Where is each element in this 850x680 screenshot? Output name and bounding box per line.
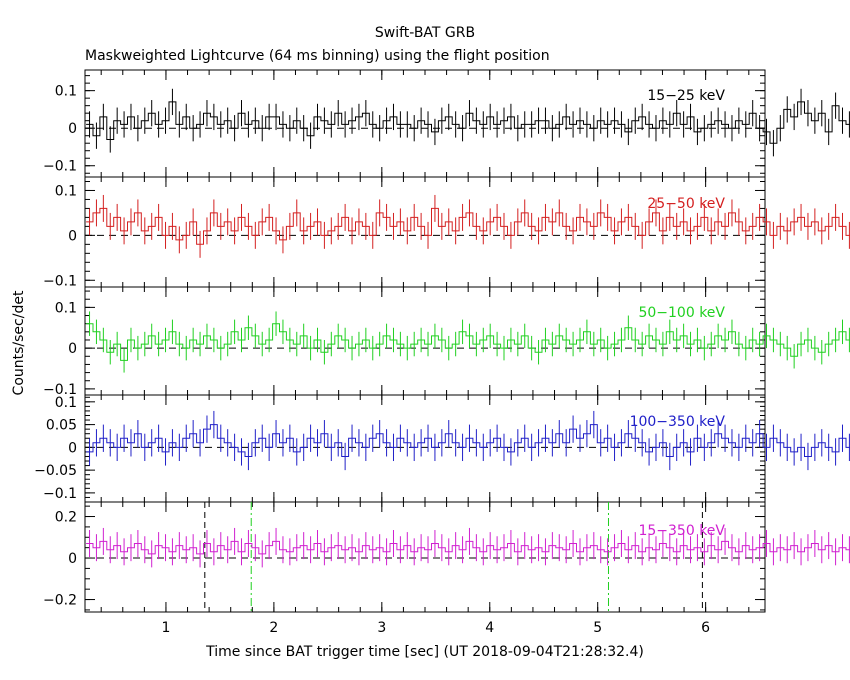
- y-tick-label: 0: [68, 228, 77, 244]
- y-tick-label: −0.1: [43, 382, 77, 398]
- band-label: 15−25 keV: [647, 88, 725, 104]
- y-tick-label: 0: [68, 551, 77, 567]
- x-tick-label: 1: [161, 620, 170, 636]
- x-tick-label: 6: [701, 620, 710, 636]
- band-label: 50−100 keV: [638, 305, 725, 321]
- y-tick-label: 0.1: [55, 300, 77, 316]
- series-line: [86, 207, 850, 245]
- y-tick-label: 0.05: [46, 418, 77, 434]
- y-tick-label: −0.05: [34, 463, 77, 479]
- series-line: [86, 101, 850, 144]
- y-tick-label: 0: [68, 121, 77, 137]
- y-tick-label: −0.2: [43, 593, 77, 609]
- y-tick-label: 0: [68, 440, 77, 456]
- y-tick-label: 0: [68, 341, 77, 357]
- panel-3: 0.1 0 −0.1 50−100 keV: [43, 286, 850, 398]
- y-axis-label: Counts/sec/det: [11, 290, 27, 395]
- y-tick-label: −0.1: [43, 159, 77, 175]
- panel-5: 0.2 0 −0.2 15−350 keV: [43, 501, 850, 613]
- series-line: [86, 323, 850, 361]
- series-line: [86, 424, 850, 457]
- figure-subtitle: Maskweighted Lightcurve (64 ms binning) …: [85, 48, 550, 64]
- y-tick-label: −0.1: [43, 486, 77, 502]
- panel-1: 0.1 0 −0.1 15−25 keV: [43, 69, 850, 178]
- x-tick-label: 5: [593, 620, 602, 636]
- x-tick-label: 2: [269, 620, 278, 636]
- band-label: 15−350 keV: [638, 523, 725, 539]
- band-label: 100−350 keV: [630, 414, 726, 430]
- series-line: [86, 540, 850, 555]
- band-label: 25−50 keV: [647, 196, 725, 212]
- y-tick-label: 0.1: [55, 183, 77, 199]
- panel-stack: 0.1 0 −0.1 15−25 keV 0.1 0 −0.1 25−50 keV 0.1 0 −0…: [34, 69, 850, 636]
- panel-2: 0.1 0 −0.1 25−50 keV: [43, 176, 850, 289]
- figure-title: Swift-BAT GRB: [375, 25, 475, 41]
- y-tick-label: 0.1: [55, 84, 77, 100]
- panel-4: 0.1 0.05 0 −0.05 −0.1 100−350 keV: [34, 394, 850, 503]
- y-tick-label: 0.2: [55, 510, 77, 526]
- x-axis-label: Time since BAT trigger time [sec] (UT 20…: [205, 644, 644, 660]
- x-tick-label: 3: [377, 620, 386, 636]
- y-tick-label: −0.1: [43, 273, 77, 289]
- y-tick-label: 0.1: [55, 395, 77, 411]
- x-tick-label: 4: [485, 620, 494, 636]
